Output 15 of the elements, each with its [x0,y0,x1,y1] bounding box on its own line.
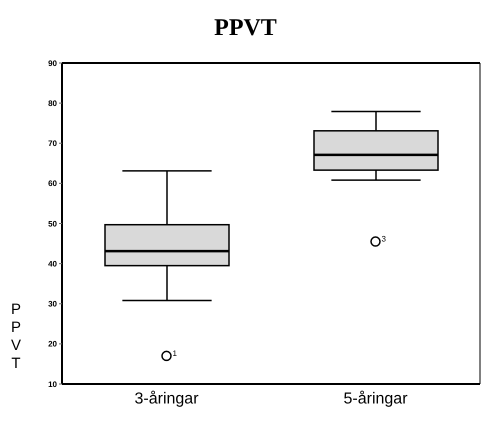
y-tick-label: 40 [48,259,58,268]
y-tick-label: 80 [48,98,58,108]
annotation: 3 [382,234,386,244]
y-tick-label: 70 [48,139,58,148]
y-tick-label: 10 [48,380,58,389]
y-tick-label: 20 [48,340,58,349]
y-axis-title: PPVT [10,301,22,372]
annotation: 1 [172,348,178,358]
x-tick-label: 5-åringar [343,390,408,408]
y-tick-label: 90 [48,58,58,68]
x-tick-label: 3-åringar [134,390,200,408]
y-tick-label: 30 [48,300,58,309]
y-tick-label: 60 [48,179,58,188]
chart-title: PPVT [213,14,278,43]
y-tick-label: 50 [48,219,58,228]
